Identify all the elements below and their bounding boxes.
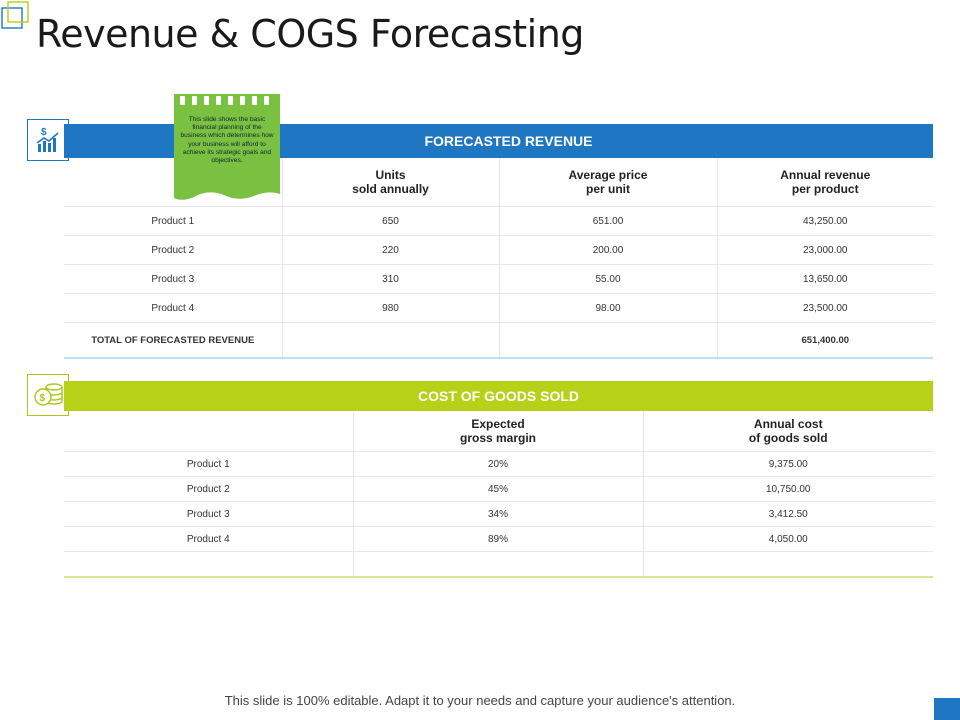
cell: 13,650.00 [716, 264, 933, 294]
header-line: Expected [471, 417, 525, 431]
header-line: Average price [568, 168, 648, 182]
cogs-banner: COST OF GOODS SOLD [64, 381, 933, 411]
corner-decoration [1, 1, 29, 29]
revenue-header-price: Average price per unit [498, 158, 717, 207]
coins-icon: $ [27, 374, 69, 416]
cell: Product 3 [64, 501, 353, 527]
cell: 98.00 [498, 293, 717, 323]
cell: 45% [352, 476, 643, 502]
cell: 55.00 [498, 264, 717, 294]
dollar-chart-icon: $ [27, 119, 69, 161]
cell: Product 3 [64, 264, 282, 294]
table-row: Product 2 45% 10,750.00 [64, 476, 933, 502]
total-value: 651,400.00 [716, 322, 933, 358]
cogs-header-empty [64, 411, 353, 452]
table-row: Product 4 980 98.00 23,500.00 [64, 293, 933, 323]
cell: 651.00 [498, 206, 717, 236]
cell: 23,500.00 [716, 293, 933, 323]
cogs-table: COST OF GOODS SOLD Expected gross margin … [64, 381, 933, 578]
cell: 20% [352, 451, 643, 477]
total-label: TOTAL OF FORECASTED REVENUE [64, 322, 282, 358]
header-line: gross margin [459, 431, 537, 445]
table-row: Product 2 220 200.00 23,000.00 [64, 235, 933, 265]
header-line: per product [791, 182, 859, 196]
header-line: Annual revenue [780, 168, 871, 182]
cell: Product 1 [64, 206, 282, 236]
cogs-header-cost: Annual cost of goods sold [642, 411, 933, 452]
revenue-total-row: TOTAL OF FORECASTED REVENUE 651,400.00 [64, 322, 933, 358]
table-row: Product 3 34% 3,412.50 [64, 501, 933, 527]
table-row: Product 1 20% 9,375.00 [64, 451, 933, 477]
cell: 10,750.00 [642, 476, 933, 502]
footer-text: This slide is 100% editable. Adapt it to… [224, 693, 736, 708]
header-line: Units [375, 168, 406, 182]
sticky-note-text: This slide shows the basic financial pla… [180, 116, 274, 165]
cell: 200.00 [498, 235, 717, 265]
cell [64, 551, 353, 577]
cell: Product 4 [64, 526, 353, 552]
cell: 23,000.00 [716, 235, 933, 265]
cell: 4,050.00 [642, 526, 933, 552]
cell: Product 1 [64, 451, 353, 477]
revenue-header-row: Units sold annually Average price per unit… [64, 158, 933, 207]
header-line: sold annually [352, 182, 429, 196]
cell: 3,412.50 [642, 501, 933, 527]
cogs-banner-label: COST OF GOODS SOLD [417, 388, 579, 404]
header-line: of goods sold [748, 431, 828, 445]
cell [352, 551, 643, 577]
page-title: Revenue & COGS Forecasting [36, 12, 584, 56]
cell: Product 2 [64, 476, 353, 502]
cell [642, 551, 933, 577]
cell [498, 322, 717, 358]
cell: 43,250.00 [716, 206, 933, 236]
header-line: Annual cost [753, 417, 823, 431]
cogs-header-row: Expected gross margin Annual cost of goods… [64, 411, 933, 452]
cell: 980 [281, 293, 499, 323]
revenue-banner-label: FORECASTED REVENUE [424, 133, 593, 149]
table-row: Product 1 650 651.00 43,250.00 [64, 206, 933, 236]
cell: 310 [281, 264, 499, 294]
corner-square [934, 698, 960, 720]
cell: 9,375.00 [642, 451, 933, 477]
revenue-header-units: Units sold annually [281, 158, 499, 207]
header-line: per unit [586, 182, 630, 196]
cell: 34% [352, 501, 643, 527]
revenue-header-annual: Annual revenue per product [716, 158, 933, 207]
svg-text:$: $ [40, 393, 46, 404]
svg-text:$: $ [41, 127, 47, 138]
cell: 220 [281, 235, 499, 265]
cell: Product 2 [64, 235, 282, 265]
table-row [64, 551, 933, 577]
revenue-table: FORECASTED REVENUE Units sold annually Av… [64, 124, 933, 359]
table-row: Product 3 310 55.00 13,650.00 [64, 264, 933, 294]
sticky-note: This slide shows the basic financial pla… [172, 94, 282, 204]
cell [281, 322, 499, 358]
table-row: Product 4 89% 4,050.00 [64, 526, 933, 552]
cell: Product 4 [64, 293, 282, 323]
cell: 650 [281, 206, 499, 236]
cogs-header-margin: Expected gross margin [352, 411, 643, 452]
cell: 89% [352, 526, 643, 552]
